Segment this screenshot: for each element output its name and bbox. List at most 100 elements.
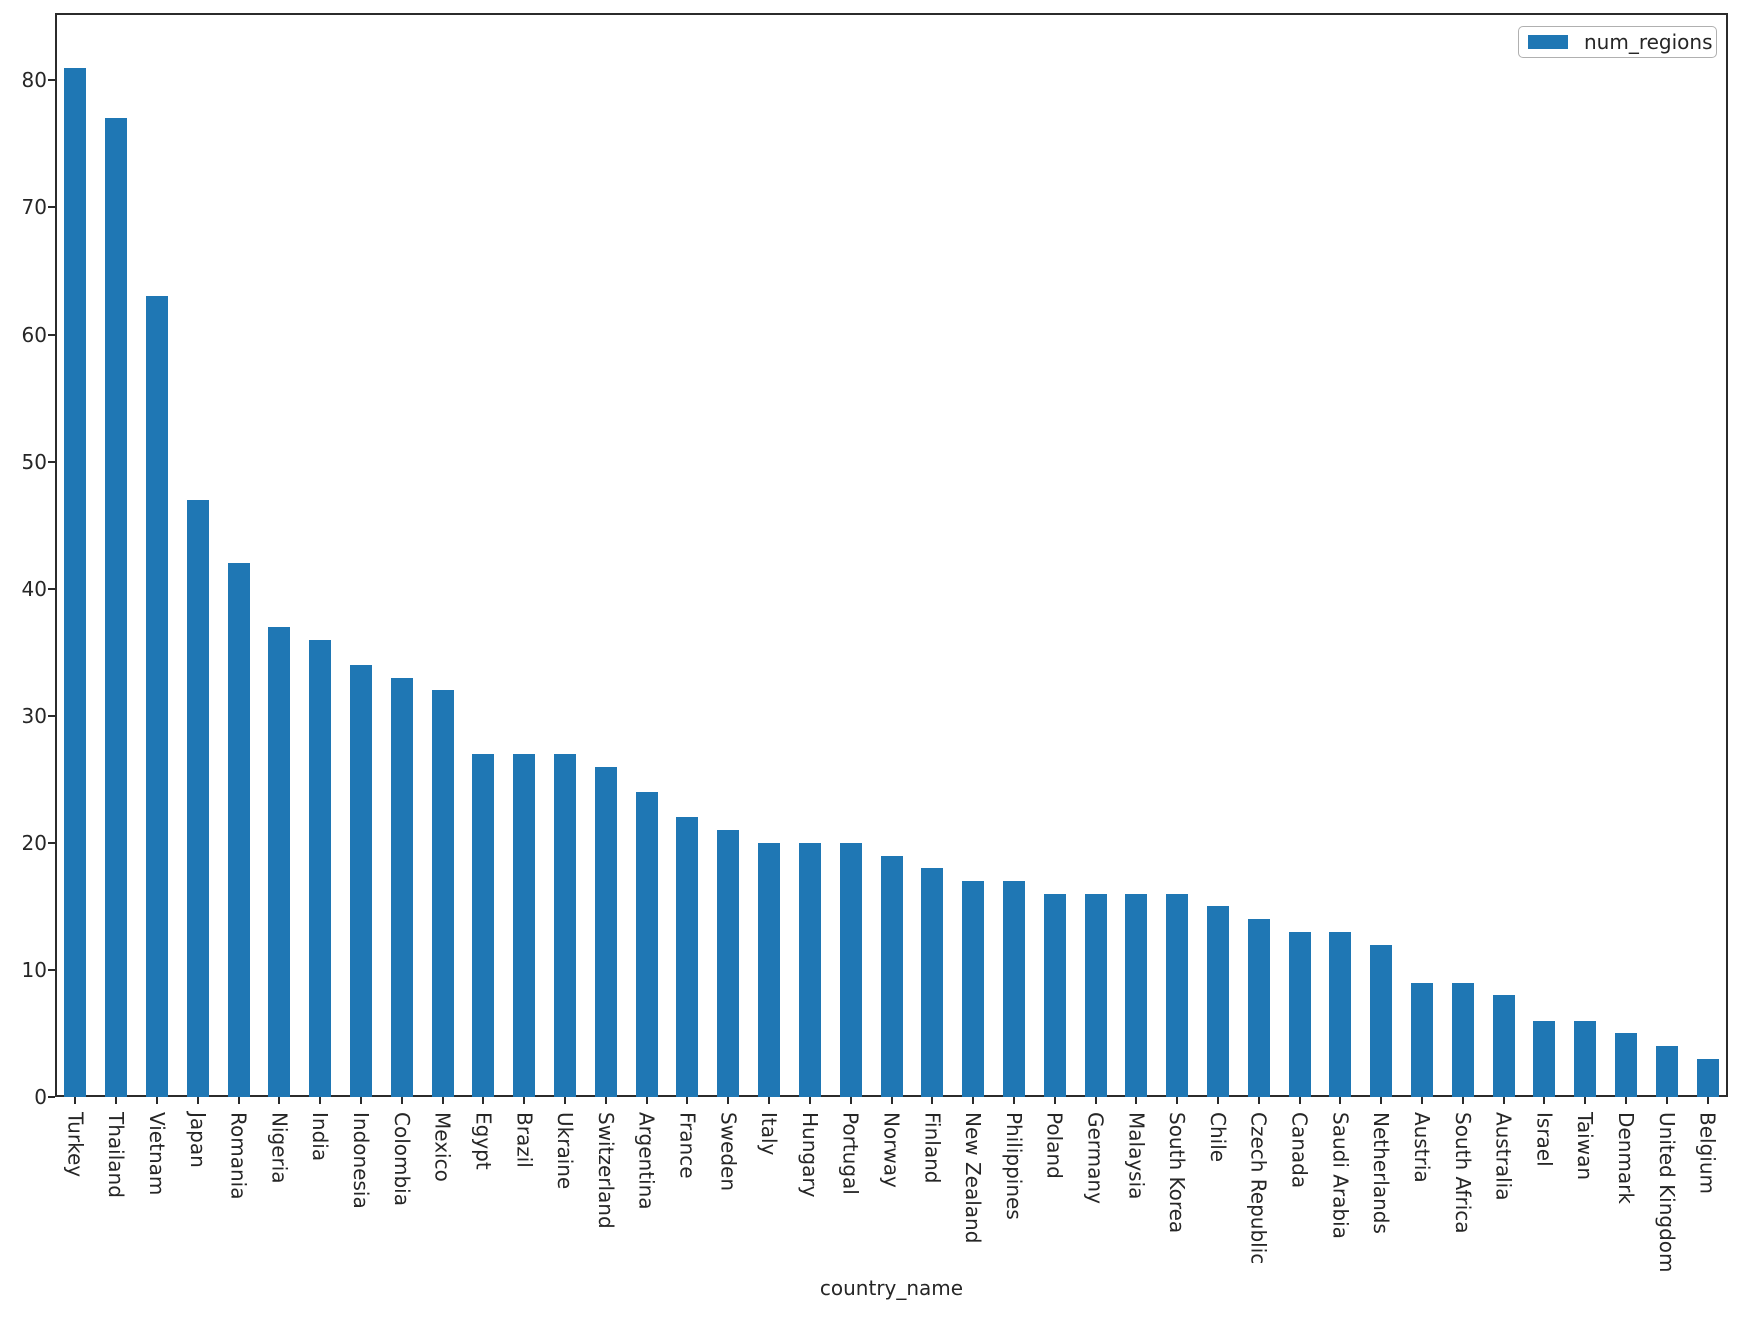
x-axis-tick-mark bbox=[1706, 1097, 1709, 1104]
x-axis-tick-mark bbox=[768, 1097, 771, 1104]
x-axis-tick-label: New Zealand bbox=[961, 1112, 986, 1244]
x-axis-tick-label: India bbox=[308, 1112, 333, 1162]
x-axis-tick-mark bbox=[1420, 1097, 1423, 1104]
y-axis-tick-label: 70 bbox=[21, 195, 47, 220]
x-axis-tick-mark bbox=[849, 1097, 852, 1104]
bar bbox=[1492, 995, 1515, 1097]
y-axis-tick-label: 0 bbox=[34, 1085, 47, 1109]
x-axis-tick-label: Italy bbox=[757, 1112, 782, 1156]
x-axis-tick-label: Israel bbox=[1532, 1112, 1557, 1167]
x-axis-tick-label: South Africa bbox=[1450, 1112, 1475, 1234]
x-axis-tick-label: Denmark bbox=[1613, 1112, 1638, 1204]
bar bbox=[1574, 1020, 1597, 1097]
x-axis-tick-label: Belgium bbox=[1695, 1112, 1720, 1194]
x-axis-tick-mark bbox=[1135, 1097, 1138, 1104]
bar bbox=[962, 880, 985, 1097]
x-axis-tick-label: Chile bbox=[1205, 1112, 1230, 1163]
y-axis-tick-mark bbox=[48, 841, 55, 844]
x-axis-tick-label: Japan bbox=[185, 1112, 210, 1168]
x-axis-tick-label: South Korea bbox=[1165, 1112, 1190, 1234]
x-axis-tick-mark bbox=[319, 1097, 322, 1104]
bar bbox=[186, 499, 209, 1097]
x-axis-tick-label: Taiwan bbox=[1573, 1112, 1598, 1181]
bar bbox=[1206, 906, 1229, 1097]
x-axis-tick-label: Austria bbox=[1409, 1112, 1434, 1183]
x-axis-tick-mark bbox=[1624, 1097, 1627, 1104]
x-axis-tick-mark bbox=[1584, 1097, 1587, 1104]
x-axis-tick-mark bbox=[523, 1097, 526, 1104]
bar bbox=[146, 296, 168, 1097]
bar bbox=[554, 753, 577, 1097]
bar bbox=[676, 817, 699, 1097]
x-axis-tick-label: Thailand bbox=[104, 1112, 129, 1198]
x-axis-tick-mark bbox=[1380, 1097, 1383, 1104]
x-axis-tick-label: Egypt bbox=[471, 1112, 496, 1170]
x-axis-tick-mark bbox=[1543, 1097, 1546, 1104]
bar bbox=[594, 766, 617, 1097]
bar bbox=[390, 677, 413, 1097]
bar bbox=[758, 842, 781, 1097]
y-axis-tick-mark bbox=[48, 714, 55, 717]
x-axis-tick-label: Mexico bbox=[430, 1112, 455, 1182]
x-axis-tick-mark bbox=[237, 1097, 240, 1104]
x-axis-tick-label: Poland bbox=[1042, 1112, 1067, 1179]
x-axis-tick-label: Germany bbox=[1083, 1112, 1108, 1204]
x-axis-tick-mark bbox=[400, 1097, 403, 1104]
y-axis-tick-mark bbox=[48, 79, 55, 82]
x-axis-tick-label: Saudi Arabia bbox=[1328, 1112, 1353, 1239]
y-axis-tick-label: 30 bbox=[21, 703, 47, 728]
x-axis-tick-mark bbox=[1257, 1097, 1260, 1104]
x-axis-tick-mark bbox=[278, 1097, 281, 1104]
bar bbox=[1166, 893, 1189, 1097]
bar bbox=[1247, 919, 1270, 1097]
bar bbox=[1655, 1046, 1678, 1097]
bar bbox=[309, 639, 332, 1097]
x-axis-tick-mark bbox=[604, 1097, 607, 1104]
x-axis-tick-mark bbox=[156, 1097, 158, 1104]
y-axis-tick-mark bbox=[48, 206, 55, 209]
bar bbox=[798, 842, 821, 1097]
x-axis-tick-label: Colombia bbox=[389, 1112, 414, 1206]
bar bbox=[64, 67, 87, 1097]
legend-swatch bbox=[1528, 35, 1568, 49]
x-axis-tick-label: Australia bbox=[1491, 1112, 1516, 1201]
y-axis-tick-mark bbox=[48, 460, 55, 463]
x-axis-tick-label: Netherlands bbox=[1369, 1112, 1394, 1234]
x-axis-tick-mark bbox=[1502, 1097, 1505, 1104]
bar bbox=[1084, 893, 1107, 1097]
bar bbox=[921, 868, 944, 1097]
x-axis-tick-mark bbox=[645, 1097, 648, 1104]
x-axis-tick-mark bbox=[931, 1097, 934, 1104]
bar bbox=[717, 830, 740, 1097]
bar bbox=[1288, 931, 1311, 1097]
y-axis-tick-mark bbox=[48, 968, 55, 971]
y-axis-tick-mark bbox=[48, 587, 55, 590]
x-axis-tick-mark bbox=[1339, 1097, 1342, 1104]
legend-label: num_regions bbox=[1584, 30, 1713, 54]
x-axis-tick-label: United Kingdom bbox=[1654, 1112, 1679, 1273]
x-axis-tick-mark bbox=[115, 1097, 118, 1104]
bar bbox=[105, 118, 128, 1097]
legend: num_regions bbox=[1518, 26, 1717, 58]
bar bbox=[880, 855, 903, 1097]
x-axis-tick-mark bbox=[1216, 1097, 1219, 1104]
bar bbox=[635, 792, 658, 1097]
bar bbox=[1125, 893, 1148, 1097]
y-axis-tick-label: 50 bbox=[21, 449, 47, 474]
y-axis-tick-mark bbox=[48, 1096, 55, 1098]
x-axis-tick-label: Hungary bbox=[797, 1112, 822, 1198]
x-axis-tick-mark bbox=[890, 1097, 893, 1104]
bar bbox=[1370, 944, 1393, 1097]
x-axis-tick-mark bbox=[1053, 1097, 1056, 1104]
x-axis-tick-label: Portugal bbox=[838, 1112, 863, 1195]
x-axis-tick-mark bbox=[482, 1097, 485, 1104]
x-axis-tick-label: Indonesia bbox=[349, 1112, 374, 1209]
y-axis-tick-label: 80 bbox=[21, 68, 47, 93]
x-axis-tick-mark bbox=[1176, 1097, 1179, 1104]
x-axis-tick-label: Vietnam bbox=[145, 1112, 169, 1196]
bar bbox=[839, 842, 862, 1097]
x-axis-tick-label: Sweden bbox=[716, 1112, 741, 1192]
bar bbox=[472, 753, 495, 1097]
bar bbox=[431, 690, 454, 1097]
